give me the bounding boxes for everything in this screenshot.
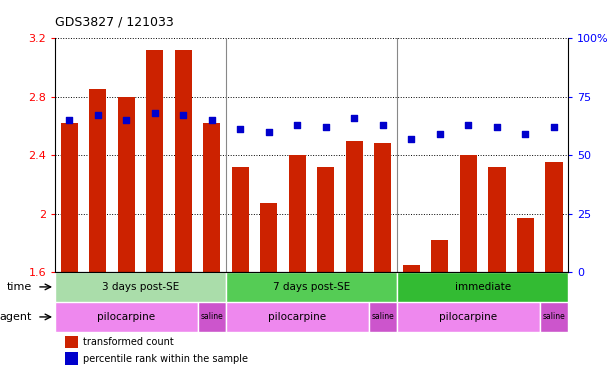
- Point: [435, 131, 445, 137]
- Text: 7 days post-SE: 7 days post-SE: [273, 282, 350, 292]
- Bar: [175, 50, 192, 272]
- Point: [406, 136, 416, 142]
- Bar: [397, 272, 568, 302]
- Text: pilocarpine: pilocarpine: [268, 312, 326, 322]
- Text: saline: saline: [543, 313, 565, 321]
- Point: [150, 110, 159, 116]
- Text: saline: saline: [200, 313, 223, 321]
- Point: [64, 117, 74, 123]
- Bar: [403, 265, 420, 272]
- Bar: [460, 155, 477, 272]
- Bar: [368, 302, 397, 332]
- Point: [264, 129, 274, 135]
- Text: 3 days post-SE: 3 days post-SE: [102, 282, 179, 292]
- Bar: [346, 141, 363, 272]
- Bar: [55, 302, 197, 332]
- Bar: [65, 352, 78, 365]
- Text: time: time: [7, 282, 32, 292]
- Bar: [226, 302, 368, 332]
- Bar: [55, 272, 226, 302]
- Point: [464, 122, 474, 128]
- Bar: [118, 97, 135, 272]
- Bar: [65, 336, 78, 348]
- Bar: [60, 123, 78, 272]
- Text: pilocarpine: pilocarpine: [439, 312, 497, 322]
- Text: agent: agent: [0, 312, 32, 322]
- Bar: [226, 272, 397, 302]
- Point: [521, 131, 530, 137]
- Point: [492, 124, 502, 130]
- Point: [207, 117, 217, 123]
- Point: [122, 117, 131, 123]
- Point: [235, 126, 245, 132]
- Bar: [232, 167, 249, 272]
- Bar: [289, 155, 306, 272]
- Text: transformed count: transformed count: [83, 337, 174, 347]
- Bar: [197, 302, 226, 332]
- Bar: [546, 162, 563, 272]
- Bar: [431, 240, 448, 272]
- Bar: [488, 167, 505, 272]
- Text: saline: saline: [371, 313, 394, 321]
- Bar: [397, 302, 540, 332]
- Bar: [317, 167, 334, 272]
- Bar: [89, 89, 106, 272]
- Text: GDS3827 / 121033: GDS3827 / 121033: [55, 16, 174, 29]
- Point: [349, 115, 359, 121]
- Text: percentile rank within the sample: percentile rank within the sample: [83, 354, 248, 364]
- Text: immediate: immediate: [455, 282, 511, 292]
- Bar: [517, 218, 534, 272]
- Point: [549, 124, 559, 130]
- Point: [293, 122, 302, 128]
- Point: [321, 124, 331, 130]
- Bar: [540, 302, 568, 332]
- Point: [378, 122, 388, 128]
- Text: pilocarpine: pilocarpine: [97, 312, 155, 322]
- Point: [93, 113, 103, 119]
- Point: [178, 113, 188, 119]
- Bar: [375, 144, 392, 272]
- Bar: [146, 50, 163, 272]
- Bar: [260, 203, 277, 272]
- Bar: [203, 123, 221, 272]
